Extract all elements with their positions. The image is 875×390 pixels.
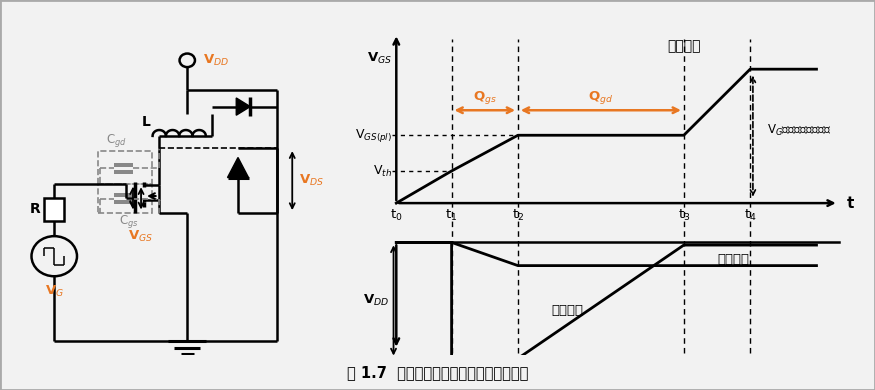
Text: t: t — [847, 196, 854, 211]
Polygon shape — [228, 158, 248, 177]
Text: V$_{GS}$: V$_{GS}$ — [367, 50, 392, 66]
Text: 栅极电压: 栅极电压 — [667, 39, 701, 53]
Text: V$_G$（栅极驱动电压）: V$_G$（栅极驱动电压） — [766, 123, 830, 138]
Text: V$_{DD}$: V$_{DD}$ — [363, 293, 389, 308]
Text: C$_{gs}$: C$_{gs}$ — [119, 213, 138, 230]
Text: V$_G$: V$_G$ — [45, 284, 64, 299]
Text: 图 1.7  栅极充电电路和波形（电感负载）: 图 1.7 栅极充电电路和波形（电感负载） — [346, 365, 528, 380]
FancyBboxPatch shape — [45, 198, 64, 221]
Text: V$_{GS}$: V$_{GS}$ — [129, 229, 154, 243]
Text: t$_1$: t$_1$ — [445, 207, 458, 223]
Text: C$_{gd}$: C$_{gd}$ — [106, 132, 127, 149]
Text: 漏极电压: 漏极电压 — [551, 304, 583, 317]
Text: t$_3$: t$_3$ — [677, 207, 690, 223]
Text: Q$_{gd}$: Q$_{gd}$ — [588, 89, 613, 106]
FancyBboxPatch shape — [114, 200, 133, 204]
Text: V$_{DS}$: V$_{DS}$ — [299, 173, 325, 188]
Text: t$_4$: t$_4$ — [744, 207, 757, 223]
Text: L: L — [142, 115, 150, 129]
Text: Q$_{gs}$: Q$_{gs}$ — [473, 89, 497, 106]
Polygon shape — [236, 98, 250, 115]
Text: t$_0$: t$_0$ — [390, 207, 402, 223]
Text: V$_{th}$: V$_{th}$ — [373, 163, 392, 179]
Text: t$_2$: t$_2$ — [512, 207, 524, 223]
FancyBboxPatch shape — [114, 163, 133, 167]
Text: R: R — [30, 202, 40, 216]
FancyBboxPatch shape — [114, 193, 133, 197]
Text: 漏极电流: 漏极电流 — [717, 253, 749, 266]
Text: V$_{GS(pl)}$: V$_{GS(pl)}$ — [354, 127, 392, 144]
Text: V$_{DD}$: V$_{DD}$ — [203, 53, 229, 68]
FancyBboxPatch shape — [114, 170, 133, 174]
